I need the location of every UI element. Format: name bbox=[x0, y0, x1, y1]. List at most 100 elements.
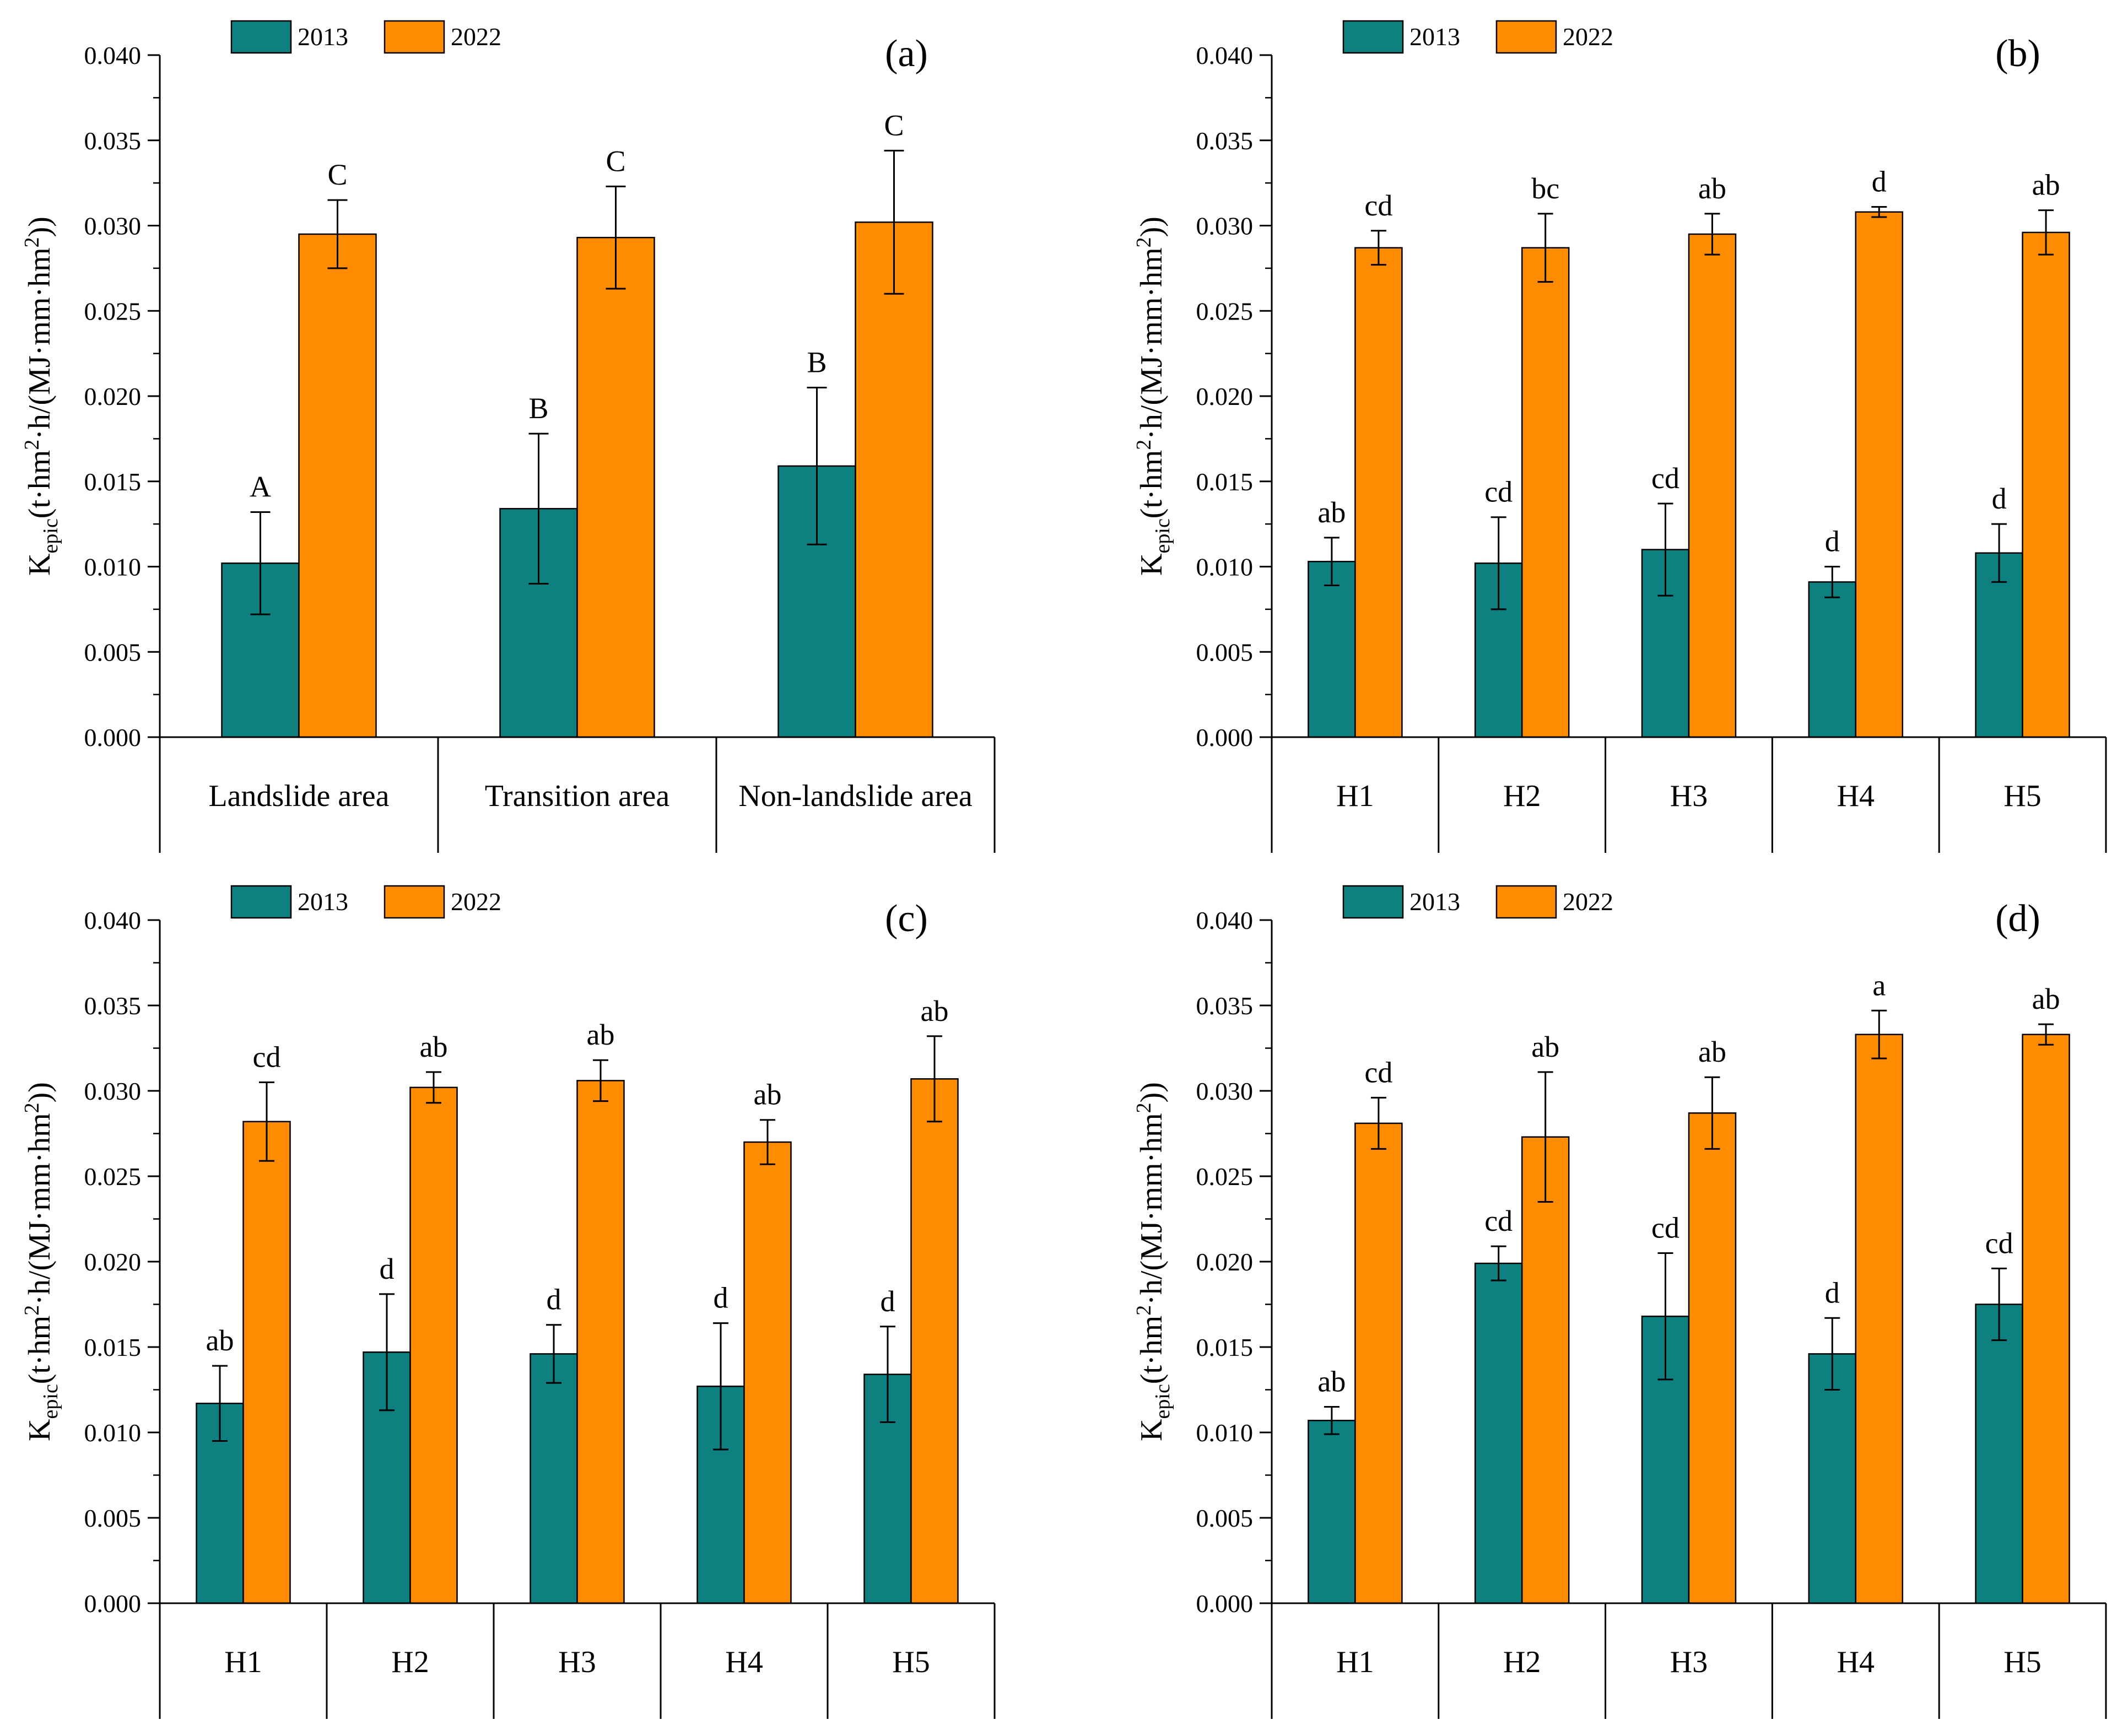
y-axis-title: Kepic(t·hm2·h/(MJ·mm·hm2)) bbox=[1132, 217, 1174, 576]
y-axis-title-part-3: (t·hm bbox=[1135, 450, 1169, 518]
significance-label-2013-4: d bbox=[1825, 1276, 1840, 1309]
y-tick-label-3: 0.010 bbox=[1196, 1419, 1254, 1447]
y-axis-title-part-5: ·h/(MJ·mm·hm bbox=[23, 247, 57, 439]
bar-2013-4 bbox=[1808, 1353, 1857, 1604]
y-axis-title-part-4: 2 bbox=[1132, 1305, 1155, 1316]
y-tick-label-8: 0.035 bbox=[84, 127, 142, 155]
bar-2022-5 bbox=[2022, 1034, 2070, 1604]
significance-label-2022-3: C bbox=[884, 109, 904, 142]
legend-label-2022: 2022 bbox=[451, 888, 501, 916]
y-tick-label-2: 0.005 bbox=[1196, 638, 1254, 666]
panel-label: (c) bbox=[885, 897, 928, 940]
y-tick-label-5: 0.020 bbox=[1196, 1248, 1254, 1276]
y-axis-title-part-6: 2 bbox=[20, 237, 44, 247]
legend-swatch-2022 bbox=[1495, 885, 1557, 919]
y-axis-title-part-2: epic bbox=[39, 1384, 62, 1419]
y-tick-label-9: 0.040 bbox=[84, 41, 142, 69]
y-tick-label-2: 0.005 bbox=[84, 638, 142, 666]
y-tick-label-8: 0.035 bbox=[1196, 127, 1254, 155]
y-axis-title-part-4: 2 bbox=[20, 1305, 44, 1316]
y-tick-label-7: 0.030 bbox=[1196, 212, 1254, 240]
bar-2013-5 bbox=[1975, 552, 2023, 738]
y-tick-label-3: 0.010 bbox=[1196, 553, 1254, 581]
bar-2022-3 bbox=[855, 221, 933, 738]
y-tick-label-4: 0.015 bbox=[84, 1333, 142, 1361]
x-tick-label-2: H2 bbox=[391, 1645, 429, 1679]
bar-2022-1 bbox=[1354, 1122, 1403, 1604]
y-axis-title-part-7: )) bbox=[23, 217, 57, 237]
x-tick-label-2: H2 bbox=[1503, 1645, 1541, 1679]
chart-panel-3: ab cd H1 d ab H2 d ab H3 d ab H4 d ab H5 0.000 0.005 0.01… bbox=[20, 885, 996, 1719]
significance-label-2013-2: d bbox=[380, 1252, 395, 1285]
x-tick-label-3: H3 bbox=[558, 1645, 596, 1679]
y-tick-label-3: 0.010 bbox=[84, 553, 142, 581]
y-axis-title-part-5: ·h/(MJ·mm·hm bbox=[1135, 1113, 1169, 1305]
y-axis-title-part-6: 2 bbox=[1132, 237, 1155, 247]
y-tick-label-5: 0.020 bbox=[84, 1248, 142, 1276]
legend-label-2013: 2013 bbox=[1409, 888, 1460, 916]
legend-label-2013: 2013 bbox=[1409, 23, 1460, 51]
legend-swatch-2022 bbox=[384, 885, 445, 919]
x-tick-label-5: H5 bbox=[2003, 779, 2041, 813]
y-axis-title-part-1: K bbox=[23, 1419, 57, 1441]
y-axis-title: Kepic(t·hm2·h/(MJ·mm·hm2)) bbox=[20, 217, 62, 576]
y-axis-title-part-7: )) bbox=[1135, 1082, 1169, 1102]
bar-2013-3 bbox=[1641, 549, 1690, 738]
y-tick-label-9: 0.040 bbox=[84, 906, 142, 934]
bar-2022-2 bbox=[1521, 1136, 1570, 1604]
x-tick-label-5: H5 bbox=[892, 1645, 930, 1679]
x-tick-label-1: H1 bbox=[1336, 1645, 1374, 1679]
y-tick-label-2: 0.005 bbox=[84, 1504, 142, 1532]
x-tick-label-5: H5 bbox=[2003, 1645, 2041, 1679]
significance-label-2022-4: d bbox=[1872, 165, 1887, 198]
significance-label-2022-1: cd bbox=[253, 1041, 281, 1074]
y-axis-title-part-4: 2 bbox=[20, 440, 44, 450]
significance-label-2013-3: cd bbox=[1651, 462, 1679, 495]
bar-2022-1 bbox=[298, 233, 377, 738]
bar-2022-1 bbox=[1354, 247, 1403, 738]
y-tick-label-7: 0.030 bbox=[1196, 1077, 1254, 1105]
x-tick-label-1: H1 bbox=[1336, 779, 1374, 813]
y-tick-label-4: 0.015 bbox=[1196, 468, 1254, 496]
x-tick-label-3: H3 bbox=[1670, 1645, 1708, 1679]
bar-2022-3 bbox=[576, 1080, 625, 1604]
legend-label-2022: 2022 bbox=[1563, 888, 1613, 916]
bar-2022-1 bbox=[242, 1121, 291, 1604]
y-axis-title-part-2: epic bbox=[1151, 1384, 1174, 1419]
y-tick-label-6: 0.025 bbox=[1196, 1162, 1254, 1191]
legend-label-2022: 2022 bbox=[451, 23, 501, 51]
legend-swatch-2013 bbox=[1342, 885, 1404, 919]
legend-swatch-2022 bbox=[1495, 20, 1557, 54]
significance-label-2022-5: ab bbox=[921, 994, 949, 1027]
chart-panel-4: ab cd H1 cd ab H2 cd ab H3 d a H4 cd ab H5 0.000 0.005 0.… bbox=[1132, 885, 2107, 1719]
y-axis-title-part-7: )) bbox=[1135, 217, 1169, 237]
significance-label-2013-2: cd bbox=[1484, 1204, 1513, 1237]
bar-2022-4 bbox=[1855, 211, 1904, 738]
x-tick-label-1: H1 bbox=[224, 1645, 262, 1679]
y-tick-label-5: 0.020 bbox=[1196, 382, 1254, 410]
legend-swatch-2022 bbox=[384, 20, 445, 54]
bar-2022-3 bbox=[1688, 1112, 1737, 1604]
significance-label-2013-1: ab bbox=[206, 1324, 234, 1357]
y-tick-label-7: 0.030 bbox=[84, 1077, 142, 1105]
y-tick-label-5: 0.020 bbox=[84, 382, 142, 410]
y-tick-label-7: 0.030 bbox=[84, 212, 142, 240]
y-axis-title: Kepic(t·hm2·h/(MJ·mm·hm2)) bbox=[1132, 1082, 1174, 1441]
y-tick-label-1: 0.000 bbox=[84, 1589, 142, 1618]
chart-panel-1: A C Landslide area B C Transition area B C Non-l… bbox=[20, 20, 996, 853]
significance-label-2022-2: ab bbox=[1531, 1030, 1559, 1063]
legend-swatch-2013 bbox=[230, 885, 292, 919]
significance-label-2022-3: ab bbox=[1698, 1035, 1726, 1068]
y-axis-title-part-6: 2 bbox=[1132, 1102, 1155, 1113]
x-tick-label-3: Non-landslide area bbox=[738, 779, 973, 813]
significance-label-2022-1: cd bbox=[1364, 1056, 1392, 1089]
significance-label-2022-1: C bbox=[327, 158, 347, 191]
significance-label-2022-3: ab bbox=[587, 1018, 615, 1051]
significance-label-2013-1: ab bbox=[1317, 496, 1346, 529]
y-axis-title-part-3: (t·hm bbox=[23, 450, 57, 518]
legend-label-2013: 2013 bbox=[298, 23, 348, 51]
significance-label-2022-2: bc bbox=[1531, 172, 1559, 205]
y-axis-title-part-5: ·h/(MJ·mm·hm bbox=[1135, 247, 1169, 439]
bar-2022-2 bbox=[576, 236, 655, 738]
